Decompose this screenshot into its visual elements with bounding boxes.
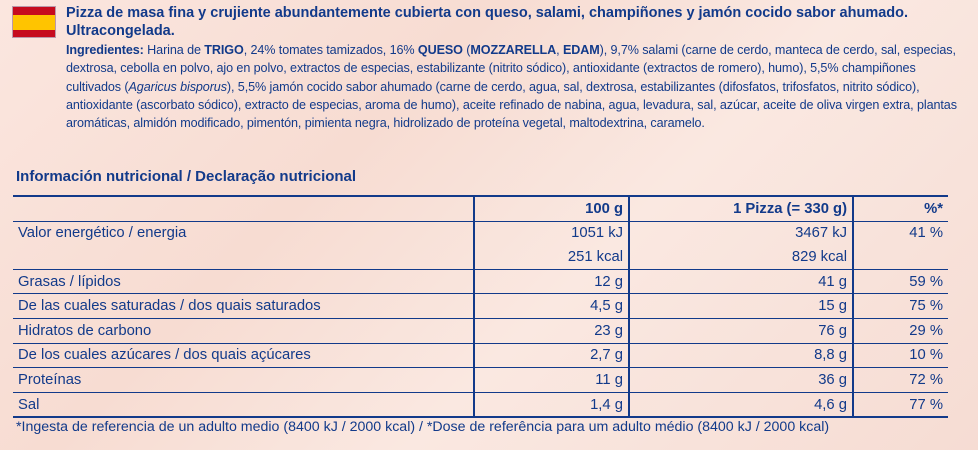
header-percent: %* xyxy=(852,194,948,222)
spain-flag-icon xyxy=(12,6,56,38)
table-row: Sal 1,4 g 4,6 g 77 % xyxy=(13,391,948,419)
nutrition-title: Información nutricional / Declaração nut… xyxy=(16,168,357,185)
table-row: De las cuales saturadas / dos quais satu… xyxy=(13,293,948,319)
header-per-100g: 100 g xyxy=(473,194,629,222)
table-row: Proteínas 11 g 36 g 72 % xyxy=(13,367,948,393)
table-row: Grasas / lípidos 12 g 41 g 59 % xyxy=(13,268,948,294)
table-row: Hidratos de carbono 23 g 76 g 29 % xyxy=(13,317,948,344)
table-row: 251 kcal 829 kcal xyxy=(13,245,948,270)
table-row: Valor energético / energia 1051 kJ 3467 … xyxy=(13,220,948,246)
ingredients-label: Ingredientes: xyxy=(66,43,144,57)
ingredients-text: Ingredientes: Harina de TRIGO, 24% tomat… xyxy=(66,43,957,131)
nutrition-table: 100 g 1 Pizza (= 330 g) %* Valor energét… xyxy=(13,194,948,419)
reference-intake-footnote: *Ingesta de referencia de un adulto medi… xyxy=(16,419,830,435)
table-header-row: 100 g 1 Pizza (= 330 g) %* xyxy=(13,194,948,222)
header-per-pizza: 1 Pizza (= 330 g) xyxy=(628,194,853,222)
table-row: De los cuales azúcares / dos quais açúca… xyxy=(13,342,948,368)
product-description: Pizza de masa fina y crujiente abundante… xyxy=(66,5,909,39)
